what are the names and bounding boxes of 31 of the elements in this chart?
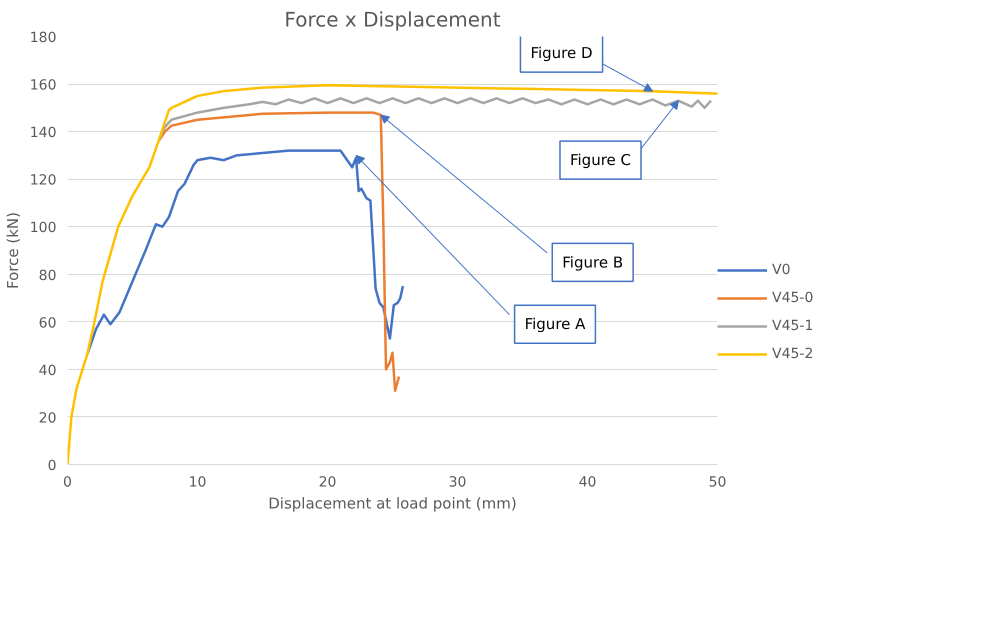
y-tick-label: 40 <box>38 362 57 379</box>
annotation: Figure A <box>524 315 586 334</box>
legend-label: V45-0 <box>772 290 814 306</box>
x-tick-label: 30 <box>448 474 466 490</box>
legend-label: V45-1 <box>772 318 814 334</box>
y-tick-label: 20 <box>38 410 57 426</box>
annotation: Figure B <box>562 253 624 272</box>
y-tick-label: 0 <box>48 458 57 474</box>
y-tick-label: 160 <box>30 78 57 94</box>
x-tick-label: 40 <box>578 474 596 490</box>
x-tick-label: 20 <box>318 474 336 490</box>
annotation: Figure C <box>570 151 632 170</box>
x-tick-label: 10 <box>188 474 206 490</box>
legend-label: V0 <box>772 262 792 278</box>
y-tick-label: 180 <box>30 30 57 46</box>
y-tick-label: 100 <box>30 220 57 236</box>
x-axis-title: Displacement at load point (mm) <box>268 494 517 512</box>
line-series <box>157 97 712 142</box>
y-tick-label: 80 <box>38 268 57 284</box>
annotation: Figure D <box>530 44 593 62</box>
y-axis-title: Force (kN) <box>4 212 22 289</box>
chart-title: Force x Displacement <box>284 8 501 32</box>
x-tick-label: 50 <box>708 474 726 490</box>
y-tick-label: 140 <box>30 125 57 142</box>
line-series <box>68 84 718 464</box>
line-series <box>86 149 404 356</box>
legend-label: V45-2 <box>772 346 814 362</box>
line-series <box>157 111 400 392</box>
y-tick-label: 60 <box>38 315 57 332</box>
y-tick-label: 120 <box>30 172 57 189</box>
x-tick-label: 0 <box>63 474 72 490</box>
